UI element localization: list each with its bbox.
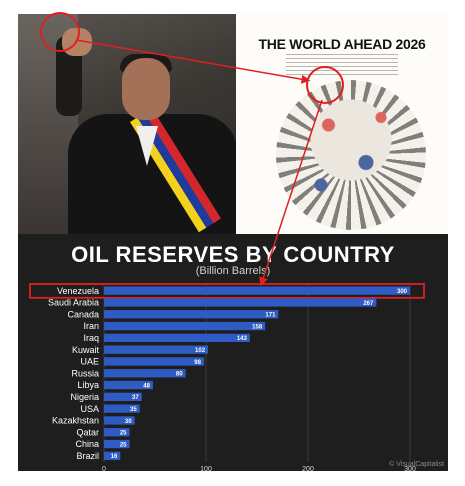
cover-highlight-circle [306, 66, 344, 104]
category-label: Iraq [83, 333, 99, 343]
value-label: 80 [176, 372, 183, 378]
bar-canada [104, 310, 279, 319]
person-head [122, 58, 170, 120]
fist-highlight-circle [40, 12, 80, 52]
x-tick-label: 300 [404, 466, 416, 471]
category-label: Nigeria [70, 392, 99, 402]
bar-iraq [104, 333, 250, 342]
value-label: 48 [143, 383, 150, 389]
value-label: 25 [120, 431, 127, 437]
category-label: Saudi Arabia [48, 298, 99, 308]
category-label: Qatar [76, 427, 99, 437]
category-label: China [75, 439, 99, 449]
x-tick-label: 100 [200, 466, 212, 471]
category-label: Canada [67, 309, 99, 319]
value-label: 143 [237, 336, 248, 342]
chart-title: OIL RESERVES BY COUNTRY [71, 242, 395, 267]
cover-title: THE WORLD AHEAD 2026 [258, 36, 426, 52]
category-label: Brazil [76, 451, 99, 461]
bar-chart: 0 100 200 300 Venezuela 300 Saudi Arabia 267 Can… [29, 283, 425, 471]
category-label: Kazakhstan [52, 416, 99, 426]
bar-nigeria [104, 392, 142, 401]
cover-illustration [276, 80, 426, 230]
value-label: 37 [132, 395, 139, 401]
value-label: 300 [397, 289, 408, 295]
value-label: 25 [120, 442, 127, 448]
bar-libya [104, 380, 153, 390]
category-label: Venezuela [57, 286, 99, 296]
cover-subtext-lines [286, 54, 398, 76]
category-label: UAE [80, 357, 99, 367]
bar-venezuela [104, 286, 410, 295]
value-label: 30 [125, 419, 132, 425]
bar-china [104, 439, 130, 449]
bar-brazil [104, 451, 121, 460]
value-label: 35 [130, 407, 137, 413]
value-label: 98 [194, 360, 201, 366]
value-label: 102 [195, 348, 206, 354]
highlight-box-venezuela [29, 283, 425, 299]
bar-russia [104, 369, 186, 378]
bar-iran [104, 321, 266, 331]
bar-saudi-arabia [104, 298, 377, 307]
bar-uae [104, 357, 204, 366]
chart-subtitle: (Billion Barrels) [195, 265, 271, 277]
value-label: 171 [265, 313, 276, 319]
bar-usa [104, 404, 140, 413]
category-label: Russia [71, 368, 99, 378]
bar-kuwait [104, 345, 209, 354]
value-label: 267 [363, 301, 374, 307]
category-label: Libya [77, 380, 99, 390]
category-label: Kuwait [72, 345, 100, 355]
bar-kazakhstan [104, 416, 135, 425]
category-label: Iran [83, 321, 99, 331]
x-tick-label: 0 [102, 466, 106, 471]
magazine-cover: THE WORLD AHEAD 2026 [236, 14, 448, 234]
category-label: USA [80, 404, 99, 414]
chart-panel: OIL RESERVES BY COUNTRY (Billion Barrels… [18, 234, 448, 471]
value-label: 16 [111, 454, 118, 460]
watermark: © VisualCapitalist [389, 461, 444, 468]
value-label: 158 [252, 324, 263, 330]
x-tick-label: 200 [302, 466, 314, 471]
bar-qatar [104, 428, 130, 437]
